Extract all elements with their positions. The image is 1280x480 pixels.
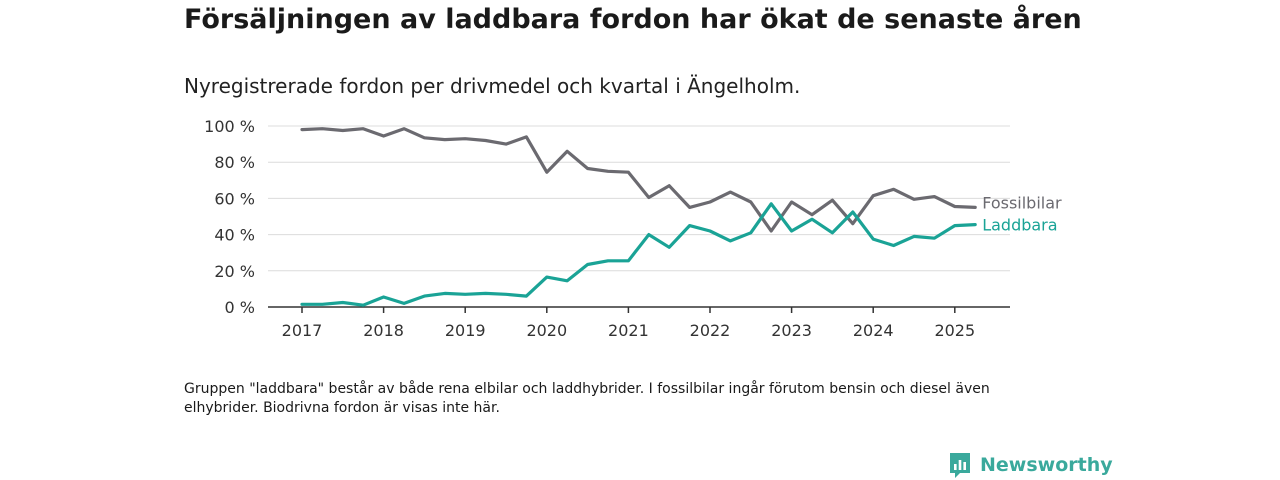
y-tick-label: 40 % [214,226,255,245]
x-tick-label: 2021 [608,321,649,340]
line-chart: 0 % 20 % 40 % 60 % 80 % 100 % 2017 2018 2019 2020… [204,117,1062,340]
x-tick-label: 2025 [934,321,975,340]
footnote: Gruppen "laddbara" består av både rena e… [184,381,990,416]
y-tick-label: 20 % [214,262,255,281]
x-tick-label: 2024 [853,321,894,340]
series-label-laddbara: Laddbara [982,216,1057,235]
x-tick-label: 2019 [445,321,486,340]
series-line-laddbara [300,202,977,307]
chart-title: Försäljningen av laddbara fordon har öka… [184,4,1082,35]
newsworthy-logo: Newsworthy [948,451,1113,479]
series-label-fossilbilar: Fossilbilar [982,193,1062,212]
y-tick-label: 80 % [214,153,255,172]
y-tick-label: 60 % [214,189,255,208]
x-tick-label: 2017 [282,321,323,340]
x-tick-label: 2020 [526,321,567,340]
y-tick-label: 0 % [225,298,255,317]
x-tick-label: 2018 [363,321,404,340]
x-tick-label: 2023 [771,321,812,340]
chart-subtitle: Nyregistrerade fordon per drivmedel och … [184,74,801,98]
newsworthy-logo-icon [950,453,970,478]
y-tick-label: 100 % [204,117,255,136]
series-line-fossilbilar [300,127,977,233]
newsworthy-logo-text: Newsworthy [980,454,1113,476]
x-tick-label: 2022 [690,321,731,340]
